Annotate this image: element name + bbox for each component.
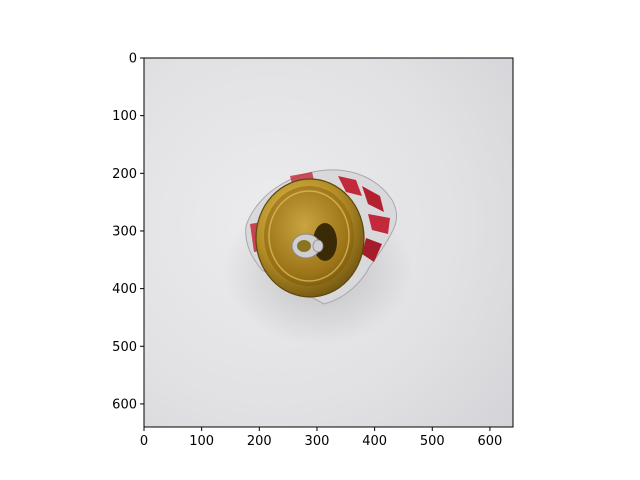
y-tick-label: 600 bbox=[112, 397, 137, 412]
x-tick-label: 300 bbox=[305, 434, 330, 449]
y-tick-label: 400 bbox=[112, 282, 137, 297]
y-tick-label: 500 bbox=[112, 340, 137, 355]
x-tick-label: 200 bbox=[247, 434, 272, 449]
can-label-stripe bbox=[362, 186, 384, 212]
pull-tab bbox=[291, 233, 324, 259]
x-tick-label: 100 bbox=[189, 434, 214, 449]
y-axis: 0 100 200 300 400 500 600 bbox=[112, 52, 144, 412]
x-tick-label: 400 bbox=[362, 434, 387, 449]
x-tick-label: 600 bbox=[478, 434, 503, 449]
y-tick-label: 300 bbox=[112, 224, 137, 239]
y-tick-label: 100 bbox=[112, 109, 137, 124]
x-tick-label: 500 bbox=[420, 434, 445, 449]
can-label-stripe bbox=[338, 176, 362, 196]
y-tick-label: 0 bbox=[129, 52, 137, 67]
y-tick-label: 200 bbox=[112, 167, 137, 182]
can-lid-ring bbox=[268, 190, 350, 282]
can-label-stripe bbox=[362, 238, 382, 262]
x-tick-label: 0 bbox=[140, 434, 148, 449]
photo bbox=[144, 58, 513, 427]
axes-frame bbox=[143, 57, 514, 428]
can-label-stripe bbox=[368, 214, 390, 234]
x-axis: 0 100 200 300 400 500 600 bbox=[140, 427, 502, 449]
